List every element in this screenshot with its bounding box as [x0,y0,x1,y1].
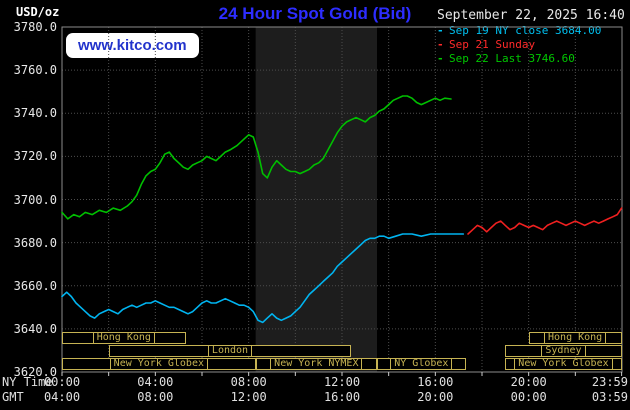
session-label: Sydney [541,345,586,357]
session-box-new-york-globex: New York Globex [62,358,256,370]
y-tick-label: 3760.0 [13,63,57,78]
chart-title: 24 Hour Spot Gold (Bid) [218,4,412,23]
session-box-hong-kong: Hong Kong [528,332,622,344]
x-tick-label-gmt: 20:00 [417,390,454,404]
session-box-new-york-nymex: New York NYMEX [255,358,377,370]
session-label: NY Globex [390,358,453,370]
legend-entry: - Sep 21 Sunday [437,38,601,52]
x-tick-label-ny-time: 08:00 [230,375,267,389]
y-tick-label: 3640.0 [13,321,57,336]
session-box-new-york-globex: New York Globex [505,358,622,370]
y-tick-label: 3780.0 [13,20,57,34]
session-box-sydney: Sydney [505,345,622,357]
x-tick-label-gmt: 04:00 [43,390,81,404]
legend-marker: - [437,24,444,37]
y-tick-label: 3720.0 [13,149,57,164]
y-tick-label: 3660.0 [13,278,57,293]
legend-marker: - [437,52,444,65]
x-tick-label-ny-time: 20:00 [510,375,547,389]
price-unit-label: USD/oz [16,5,60,19]
y-tick-label: 3620.0 [13,365,57,379]
x-axis-row-label-gmt: GMT [2,390,24,404]
x-tick-label-ny-time: 00:00 [43,375,81,389]
x-tick-label-ny-time: 12:00 [323,375,361,389]
session-label: New York Globex [109,358,208,370]
y-tick-label: 3680.0 [13,235,57,250]
legend-label: Sep 22 Last 3746.60 [449,52,575,65]
kitco-watermark-link[interactable]: www.kitco.com [66,33,199,58]
session-box-ny-globex: NY Globex [377,358,466,370]
x-tick-label-gmt: 12:00 [230,390,267,404]
chart-datetime: September 22, 2025 16:40 [437,8,625,23]
session-label: New York Globex [514,358,613,370]
x-tick-label-ny-time: 16:00 [417,375,454,389]
y-tick-label: 3740.0 [13,106,57,121]
x-axis-row-label-ny-time: NY Time [2,375,53,389]
x-tick-label-gmt: 00:00 [510,390,547,404]
legend-entry: - Sep 22 Last 3746.60 [437,52,601,66]
y-tick-label: 3700.0 [13,192,57,207]
session-label: Hong Kong [544,332,607,344]
session-label: London [207,345,253,357]
x-tick-label-gmt: 16:00 [323,390,361,404]
x-tick-label-ny-time: 23:59 [591,375,628,389]
session-box-london: London [108,345,352,357]
session-label: New York NYMEX [270,358,363,370]
session-box-hong-kong: Hong Kong [62,332,186,344]
legend-label: Sep 21 Sunday [449,38,536,51]
x-tick-label-ny-time: 04:00 [137,375,174,389]
x-tick-label-gmt: 03:59 [591,390,628,404]
x-tick-label-gmt: 08:00 [137,390,174,404]
session-label: Hong Kong [92,332,155,344]
legend-marker: - [437,38,444,51]
